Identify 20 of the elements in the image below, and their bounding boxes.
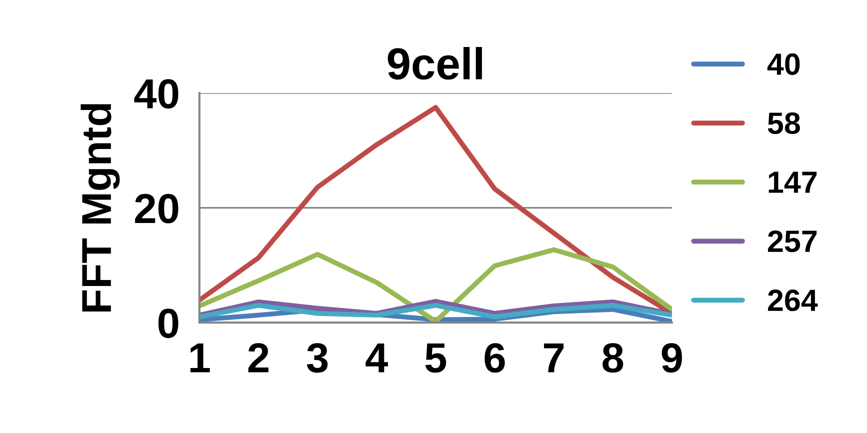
- y-axis-title: FFT Mgntd: [80, 104, 120, 312]
- x-tick-label: 9: [662, 343, 682, 373]
- legend-label: 257: [768, 230, 817, 252]
- y-tick-label: 20: [135, 194, 178, 224]
- x-tick-label: 1: [190, 344, 210, 372]
- x-tick-label: 8: [602, 343, 624, 373]
- x-tick-label: 5: [425, 344, 446, 373]
- legend-label: 58: [768, 112, 800, 134]
- line-series: [199, 302, 672, 320]
- x-tick-label: 6: [484, 343, 505, 373]
- chart-title: 9cell: [388, 47, 482, 80]
- y-tick-label: 40: [134, 79, 178, 109]
- legend-label: 40: [767, 53, 800, 76]
- legend-label: 147: [768, 172, 817, 193]
- x-tick-label: 3: [306, 343, 328, 373]
- y-tick-label: 0: [158, 308, 178, 338]
- x-tick-label: 7: [544, 344, 564, 372]
- x-tick-label: 2: [248, 343, 268, 372]
- x-tick-label: 4: [366, 344, 388, 372]
- legend-label: 264: [768, 290, 818, 312]
